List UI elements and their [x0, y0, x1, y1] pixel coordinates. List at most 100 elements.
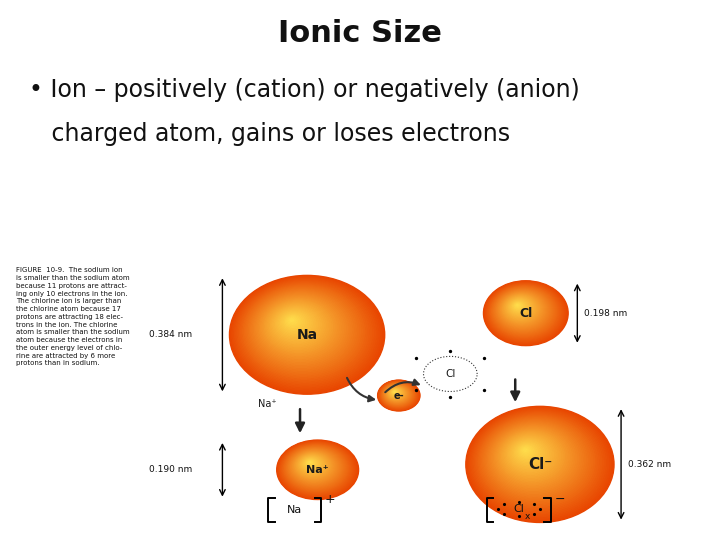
Ellipse shape	[385, 386, 408, 402]
Text: Ionic Size: Ionic Size	[278, 19, 442, 48]
Ellipse shape	[251, 291, 353, 369]
Ellipse shape	[292, 451, 335, 482]
Ellipse shape	[390, 389, 401, 397]
Text: −: −	[555, 492, 566, 506]
Ellipse shape	[492, 426, 575, 490]
Ellipse shape	[491, 424, 577, 492]
Ellipse shape	[391, 389, 400, 396]
Ellipse shape	[305, 460, 315, 467]
Ellipse shape	[505, 435, 555, 475]
Ellipse shape	[386, 386, 408, 401]
Ellipse shape	[233, 278, 379, 390]
Ellipse shape	[289, 448, 341, 486]
Ellipse shape	[382, 383, 415, 407]
Ellipse shape	[284, 446, 347, 490]
Ellipse shape	[268, 303, 327, 348]
Ellipse shape	[387, 387, 406, 400]
Ellipse shape	[484, 420, 588, 501]
Ellipse shape	[296, 453, 330, 478]
Text: FIGURE  10-9.  The sodium ion
is smaller than the sodium atom
because 11 protons: FIGURE 10-9. The sodium ion is smaller t…	[16, 267, 130, 366]
Ellipse shape	[264, 300, 333, 353]
Ellipse shape	[475, 413, 600, 511]
Ellipse shape	[289, 318, 295, 323]
Ellipse shape	[485, 420, 585, 499]
Ellipse shape	[379, 382, 417, 409]
Ellipse shape	[283, 444, 350, 493]
Ellipse shape	[524, 449, 527, 451]
Ellipse shape	[278, 441, 356, 498]
Ellipse shape	[501, 293, 541, 325]
Ellipse shape	[471, 410, 607, 517]
Ellipse shape	[380, 382, 416, 408]
Ellipse shape	[501, 433, 561, 479]
Ellipse shape	[386, 386, 408, 402]
Ellipse shape	[508, 298, 531, 316]
Text: +: +	[324, 492, 335, 506]
Ellipse shape	[514, 302, 523, 309]
Ellipse shape	[262, 299, 336, 355]
Text: x: x	[525, 512, 530, 522]
Ellipse shape	[388, 387, 404, 399]
Ellipse shape	[307, 461, 313, 465]
Ellipse shape	[271, 305, 323, 345]
Ellipse shape	[490, 285, 559, 338]
Ellipse shape	[498, 292, 546, 328]
Ellipse shape	[491, 286, 557, 337]
Ellipse shape	[305, 459, 318, 468]
Ellipse shape	[276, 308, 316, 339]
Ellipse shape	[477, 415, 596, 508]
Ellipse shape	[280, 312, 308, 333]
Ellipse shape	[283, 444, 348, 492]
Ellipse shape	[518, 444, 536, 458]
Ellipse shape	[258, 296, 342, 360]
Ellipse shape	[283, 314, 305, 330]
Ellipse shape	[294, 451, 333, 480]
Ellipse shape	[498, 291, 546, 328]
Ellipse shape	[387, 387, 405, 400]
Ellipse shape	[246, 287, 361, 375]
Ellipse shape	[299, 455, 325, 474]
Ellipse shape	[503, 433, 559, 477]
Ellipse shape	[303, 458, 319, 470]
Ellipse shape	[230, 275, 384, 394]
Ellipse shape	[247, 288, 359, 374]
Ellipse shape	[240, 284, 368, 381]
Ellipse shape	[261, 298, 338, 357]
Ellipse shape	[293, 451, 334, 481]
Ellipse shape	[506, 298, 534, 318]
Ellipse shape	[297, 454, 327, 476]
Ellipse shape	[495, 288, 552, 333]
Ellipse shape	[288, 318, 297, 325]
Ellipse shape	[254, 293, 348, 364]
Ellipse shape	[505, 296, 536, 320]
Text: 0.362 nm: 0.362 nm	[628, 460, 671, 469]
Text: charged atom, gains or loses electrons: charged atom, gains or loses electrons	[29, 122, 510, 145]
Ellipse shape	[239, 282, 370, 382]
Ellipse shape	[298, 455, 326, 475]
Ellipse shape	[392, 390, 399, 395]
Ellipse shape	[390, 389, 400, 396]
Ellipse shape	[505, 296, 536, 321]
Ellipse shape	[487, 422, 582, 496]
Ellipse shape	[517, 444, 538, 460]
Ellipse shape	[297, 454, 328, 476]
Ellipse shape	[381, 382, 415, 407]
Ellipse shape	[384, 384, 411, 404]
Ellipse shape	[508, 299, 531, 315]
Text: 0.198 nm: 0.198 nm	[585, 309, 628, 318]
Ellipse shape	[295, 453, 331, 478]
Ellipse shape	[472, 411, 605, 515]
Ellipse shape	[389, 388, 402, 398]
Ellipse shape	[468, 408, 611, 519]
Ellipse shape	[383, 384, 411, 404]
Ellipse shape	[506, 436, 554, 473]
Ellipse shape	[266, 301, 330, 351]
Ellipse shape	[284, 315, 302, 329]
Ellipse shape	[279, 311, 310, 335]
Ellipse shape	[493, 427, 573, 489]
Ellipse shape	[509, 299, 529, 315]
Ellipse shape	[495, 428, 570, 486]
Ellipse shape	[286, 447, 345, 489]
Ellipse shape	[487, 283, 563, 341]
Ellipse shape	[389, 388, 403, 398]
